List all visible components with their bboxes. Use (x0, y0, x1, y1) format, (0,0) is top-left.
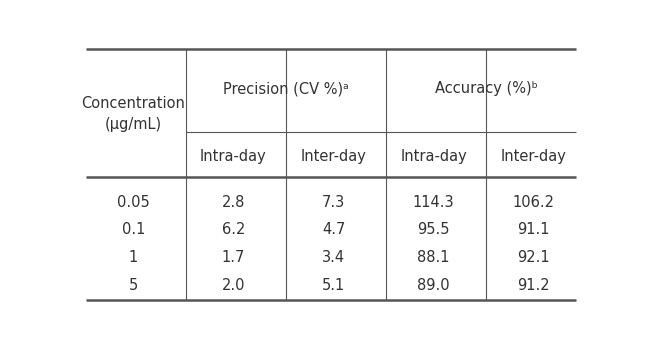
Text: 0.1: 0.1 (121, 223, 145, 237)
Text: Accuracy (%)ᵇ: Accuracy (%)ᵇ (435, 81, 537, 96)
Text: 91.2: 91.2 (517, 278, 550, 293)
Text: 7.3: 7.3 (322, 195, 345, 210)
Text: 2.0: 2.0 (222, 278, 245, 293)
Text: 5.1: 5.1 (322, 278, 345, 293)
Text: 5: 5 (129, 278, 138, 293)
Text: Inter-day: Inter-day (501, 149, 567, 164)
Text: 106.2: 106.2 (513, 195, 555, 210)
Text: 1.7: 1.7 (222, 250, 245, 265)
Text: 2.8: 2.8 (222, 195, 245, 210)
Text: 89.0: 89.0 (417, 278, 450, 293)
Text: Precision (CV %)ᵃ: Precision (CV %)ᵃ (223, 81, 349, 96)
Text: 6.2: 6.2 (222, 223, 245, 237)
Text: Intra-day: Intra-day (200, 149, 267, 164)
Text: Inter-day: Inter-day (300, 149, 366, 164)
Text: Intra-day: Intra-day (401, 149, 467, 164)
Text: Concentration
(μg/mL): Concentration (μg/mL) (81, 96, 185, 132)
Text: 92.1: 92.1 (517, 250, 550, 265)
Text: 4.7: 4.7 (322, 223, 345, 237)
Text: 88.1: 88.1 (417, 250, 450, 265)
Text: 95.5: 95.5 (417, 223, 450, 237)
Text: 3.4: 3.4 (322, 250, 345, 265)
Text: 0.05: 0.05 (117, 195, 150, 210)
Text: 1: 1 (129, 250, 138, 265)
Text: 91.1: 91.1 (517, 223, 550, 237)
Text: 114.3: 114.3 (413, 195, 455, 210)
